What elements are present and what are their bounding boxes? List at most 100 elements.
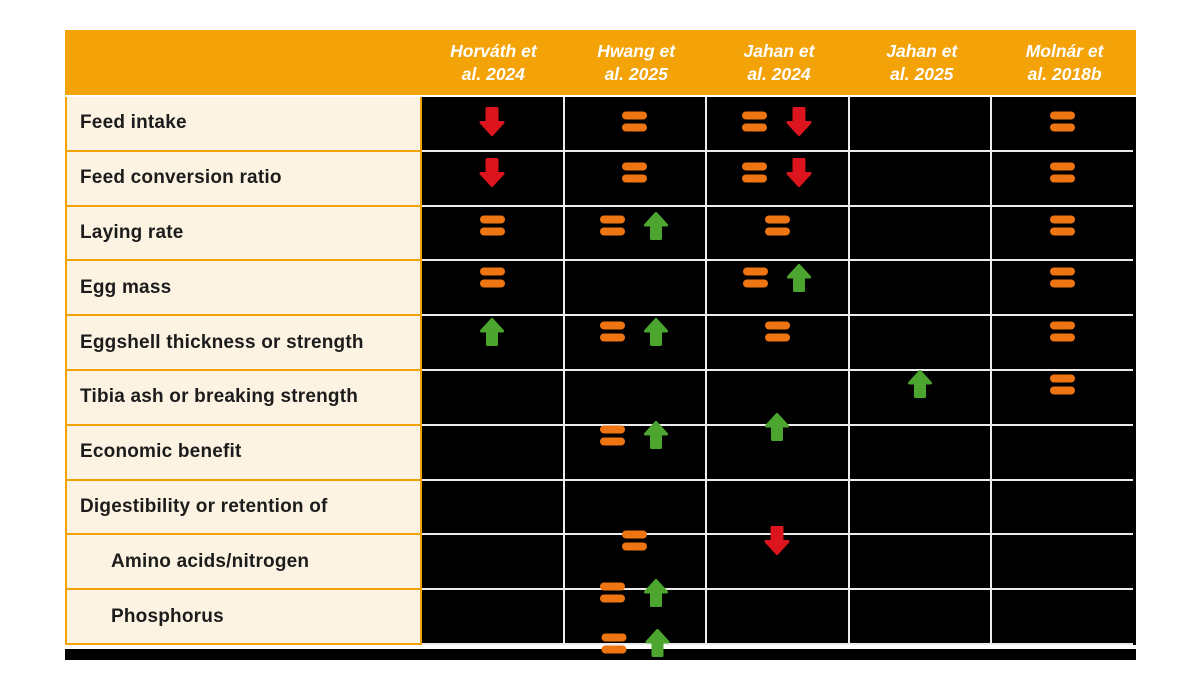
no-change-equals-icon [1050,162,1076,183]
data-cell [849,316,991,369]
data-cell [707,206,848,260]
data-cell [849,97,991,150]
effects-summary-table: Horváth et al. 2024 Hwang et al. 2025 Jaha… [65,30,1136,660]
cell-icon-group [478,106,506,137]
no-change-equals-icon [1050,267,1076,288]
cell-icon-group [600,578,669,608]
data-cell [992,590,1133,643]
row-label: Digestibility or retention of [67,480,420,534]
column-header-study: Horváth et al. 2024 [450,40,537,84]
column-header-study: Jahan et al. 2024 [743,40,815,84]
data-cell [849,261,991,315]
cell-icon-group [479,267,505,288]
no-change-equals-icon [1050,321,1076,342]
no-change-equals-icon [600,215,626,236]
no-change-equals-icon [764,215,790,236]
data-cell [849,480,991,534]
cell-icon-group [479,215,505,236]
data-cell [849,151,991,205]
data-cell [992,425,1133,479]
data-cell [422,535,563,589]
data-cell-grid [422,97,1136,645]
cell-icon-group [600,317,669,347]
cell-icon-group [479,317,505,347]
data-cell [707,316,848,369]
increase-arrow-icon [908,370,933,399]
no-change-equals-icon [600,425,626,446]
data-cell [707,590,848,643]
cell-icon-group [600,211,669,241]
increase-arrow-icon [786,263,811,292]
cell-icon-group [742,263,812,293]
data-cell [422,97,563,150]
row-label: Eggshell thickness or strength [67,316,420,369]
data-cell [707,97,848,150]
cell-icon-group [1050,267,1076,288]
data-cell [422,316,563,369]
cell-icon-group [1050,321,1076,342]
no-change-equals-icon [622,162,648,183]
no-change-equals-icon [1050,374,1076,395]
data-cell [564,151,706,205]
overflow-icon-group [601,628,671,658]
data-cell [707,413,848,479]
data-cell [849,370,991,424]
data-cell [849,535,991,589]
data-cell [849,206,991,260]
data-cell [564,421,706,479]
no-change-equals-icon [600,321,626,342]
decrease-arrow-icon [764,526,790,556]
row-label: Tibia ash or breaking strength [67,370,420,424]
no-change-equals-icon [742,267,768,288]
data-cell [564,370,706,424]
table-bottom-border [65,648,1136,660]
column-header-study: Jahan et al. 2025 [886,40,958,84]
cell-icon-group [763,525,791,556]
no-change-equals-icon [764,321,790,342]
no-change-equals-icon [741,111,767,132]
decrease-arrow-icon [786,106,812,136]
data-cell [992,370,1133,424]
data-cell [992,206,1133,260]
decrease-arrow-icon [479,157,505,187]
cell-icon-group [741,106,813,137]
no-change-equals-icon [622,111,648,132]
data-cell [707,480,848,534]
data-cell [422,425,563,479]
row-label-column: Feed intake Feed conversion ratio Laying r… [65,97,422,645]
data-cell [422,480,563,534]
cell-icon-group [764,412,790,442]
data-cell [564,206,706,260]
increase-arrow-icon [644,421,669,450]
data-cell [992,480,1133,534]
no-change-equals-icon [479,215,505,236]
data-cell [707,526,848,589]
no-change-equals-icon [1050,215,1076,236]
data-cell [707,151,848,205]
increase-arrow-icon [644,211,669,240]
data-cell [564,530,706,589]
data-cell [564,97,706,150]
data-cell [422,370,563,424]
column-header-study: Molnár et al. 2018b [1025,40,1104,84]
decrease-arrow-icon [479,106,505,136]
increase-arrow-icon [644,317,669,346]
table-body: Feed intake Feed conversion ratio Laying r… [65,97,1136,645]
decrease-arrow-icon [786,157,812,187]
cell-icon-group [1050,111,1076,132]
cell-icon-group [1050,215,1076,236]
data-cell [992,97,1133,150]
cell-icon-group [622,162,648,183]
increase-arrow-icon [645,629,670,657]
increase-arrow-icon [644,578,669,607]
no-change-equals-icon [601,633,627,653]
no-change-equals-icon [622,530,648,551]
row-label: Phosphorus [67,590,420,643]
no-change-equals-icon [741,162,767,183]
data-cell [849,425,991,479]
no-change-equals-icon [1050,111,1076,132]
table-header-row: Horváth et al. 2024 Hwang et al. 2025 Jaha… [65,30,1136,95]
no-change-equals-icon [479,267,505,288]
cell-icon-group [764,321,790,342]
data-cell [564,480,706,534]
